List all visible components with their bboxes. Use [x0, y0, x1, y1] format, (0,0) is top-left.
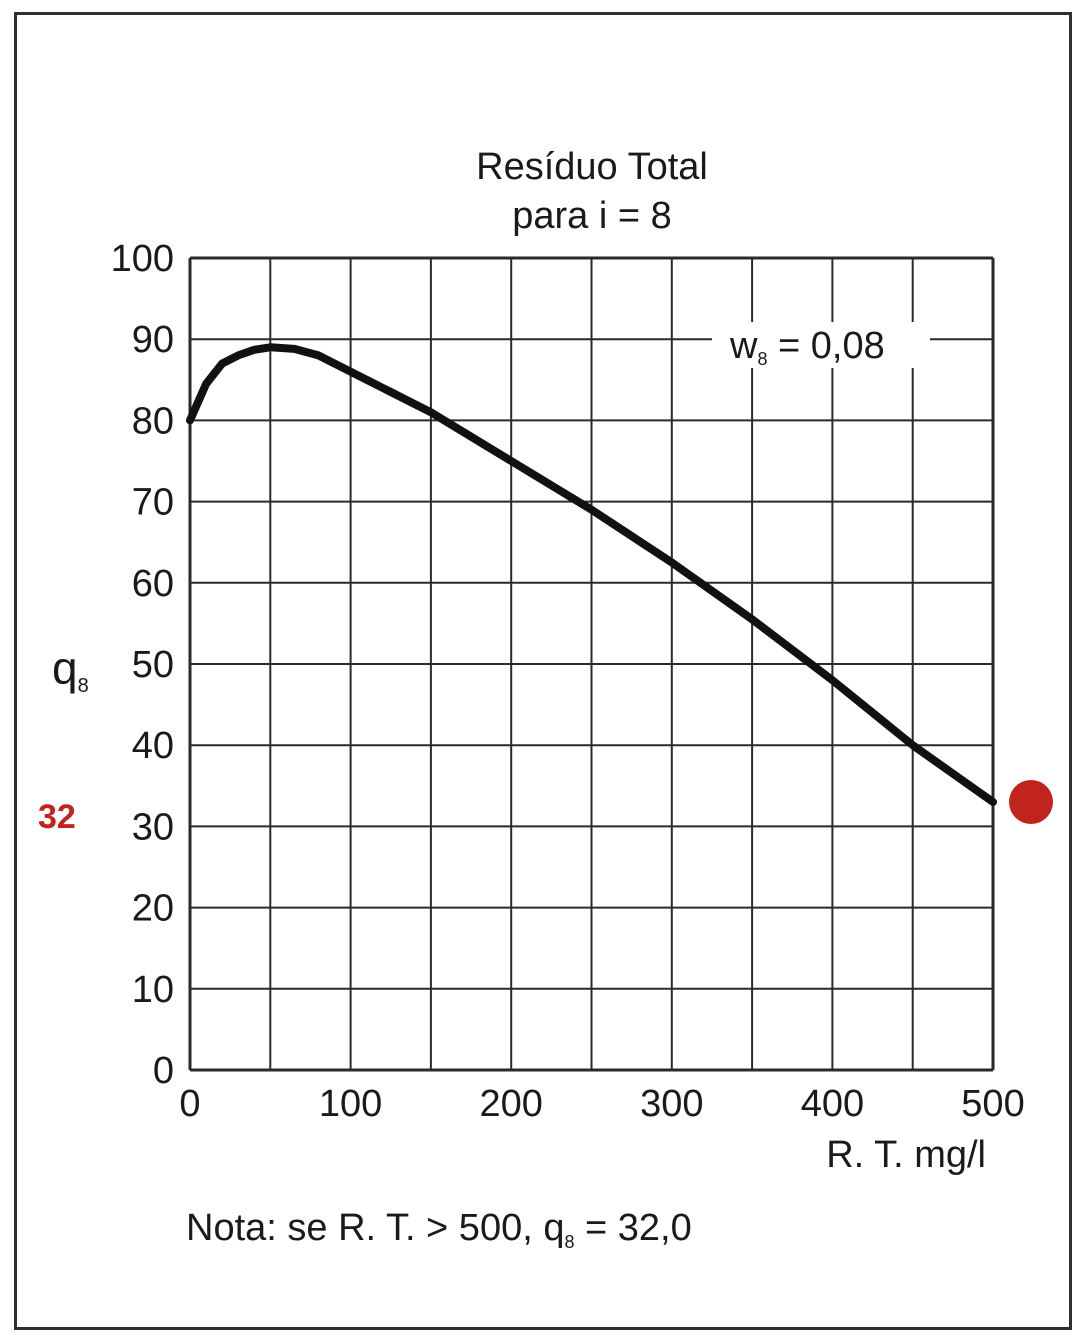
- series-line: [186, 343, 997, 806]
- y-tick-label: 30: [132, 806, 174, 848]
- tick-labels: 0 100 200 300 400 500 0 10 20 30 40 50 60 70 80 90 100: [111, 238, 1025, 1125]
- marker-value-label: 32: [38, 798, 76, 836]
- y-tick-label: 10: [132, 969, 174, 1011]
- x-tick-label: 200: [479, 1083, 542, 1125]
- grid: [188, 256, 995, 1072]
- chart-subtitle: para i = 8: [512, 195, 672, 237]
- y-tick-label: 60: [132, 563, 174, 605]
- x-tick-label: 500: [961, 1083, 1024, 1125]
- marker-dot: [1009, 780, 1053, 824]
- y-tick-label: 50: [132, 644, 174, 686]
- y-tick-label: 90: [132, 319, 174, 361]
- y-tick-label: 0: [153, 1050, 174, 1092]
- note-text: Nota: se R. T. > 500, q8 = 32,0: [186, 1207, 692, 1252]
- x-tick-label: 400: [801, 1083, 864, 1125]
- annotation-box: [712, 322, 930, 368]
- y-tick-label: 80: [132, 400, 174, 442]
- y-tick-label: 40: [132, 725, 174, 767]
- y-axis-label: q8: [52, 642, 89, 697]
- x-tick-label: 300: [640, 1083, 703, 1125]
- x-axis-label: R. T. mg/l: [826, 1134, 986, 1176]
- annotation-w8: w8 = 0,08: [729, 325, 885, 369]
- y-tick-label: 20: [132, 888, 174, 930]
- y-tick-label: 70: [132, 482, 174, 524]
- x-tick-label: 100: [319, 1083, 382, 1125]
- y-tick-label: 100: [111, 238, 174, 280]
- chart-title: Resíduo Total: [476, 146, 708, 188]
- x-tick-label: 0: [179, 1083, 200, 1125]
